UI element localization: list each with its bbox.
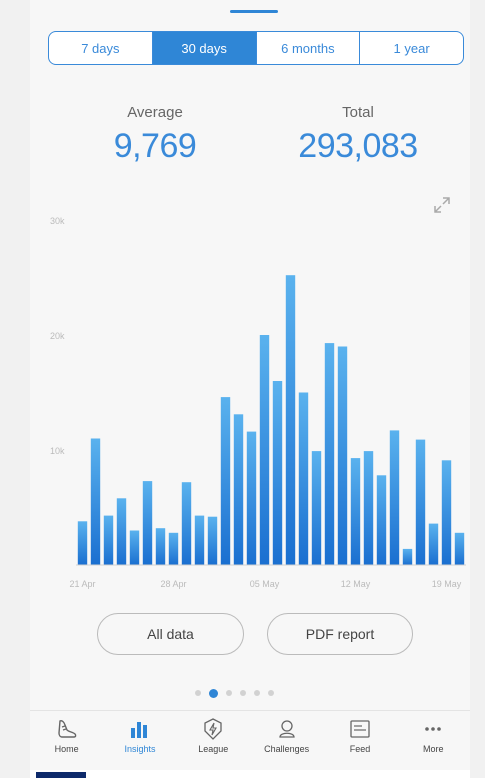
- chart-bar: [337, 346, 348, 565]
- chart-bar: [168, 532, 179, 565]
- all-data-button[interactable]: All data: [97, 613, 244, 655]
- chart-bar: [233, 414, 244, 565]
- chart-bar: [428, 523, 439, 565]
- chart-bar: [363, 451, 374, 565]
- chart-bar: [402, 548, 413, 565]
- chart-bar: [194, 515, 205, 565]
- tab-6-months[interactable]: 6 months: [257, 32, 361, 64]
- page-indicator: [195, 688, 274, 698]
- x-tick-label: 19 May: [432, 579, 462, 589]
- chart-bar: [298, 392, 309, 565]
- chart-bar: [324, 343, 335, 565]
- chart-bar: [103, 515, 114, 565]
- nav-league[interactable]: League: [178, 711, 248, 754]
- page-dot[interactable]: [268, 690, 274, 696]
- chart-bar: [389, 430, 400, 565]
- tab-7-days[interactable]: 7 days: [49, 32, 153, 64]
- steps-chart: 30k 20k 10k 21 Apr 28 Apr 05 May 12 May 19 May: [48, 205, 468, 600]
- average-value: 9,769: [113, 127, 197, 165]
- app-screen: 7 days 30 days 6 months 1 year Average 9…: [30, 0, 470, 778]
- chart-bar: [272, 381, 283, 565]
- page-dot[interactable]: [209, 688, 218, 698]
- y-tick-label: 10k: [50, 446, 65, 456]
- chart-bar: [311, 451, 322, 565]
- feed-icon: [350, 720, 370, 738]
- x-tick-label: 21 Apr: [69, 579, 95, 589]
- chart-bar: [415, 439, 426, 565]
- total-stat: Total 293,083: [278, 104, 438, 166]
- bar-chart-icon: [130, 722, 147, 738]
- nav-challenges-label: Challenges: [264, 744, 310, 754]
- tab-30-days[interactable]: 30 days: [152, 32, 257, 64]
- nav-more[interactable]: More: [398, 711, 468, 754]
- shoe-icon: [57, 720, 77, 738]
- average-stat: Average 9,769: [75, 104, 235, 166]
- chart-bar: [181, 482, 192, 565]
- chart-bar: [116, 498, 127, 565]
- y-tick-label: 30k: [50, 216, 65, 226]
- trophy-icon: [278, 720, 295, 738]
- x-tick-label: 12 May: [341, 579, 371, 589]
- page-dot[interactable]: [240, 690, 246, 696]
- nav-more-label: More: [423, 744, 444, 754]
- chart-bar: [350, 458, 361, 565]
- nav-home-label: Home: [54, 744, 79, 754]
- nav-home[interactable]: Home: [32, 711, 102, 754]
- nav-insights[interactable]: Insights: [105, 711, 175, 754]
- chart-bar: [129, 530, 140, 565]
- logo: [36, 772, 86, 778]
- bottom-nav: Home Insights League Challenges: [30, 710, 470, 771]
- scroll-indicator: [230, 10, 278, 13]
- nav-feed[interactable]: Feed: [325, 711, 395, 754]
- chart-bar: [90, 438, 101, 565]
- bar-chart: 30k 20k 10k 21 Apr 28 Apr 05 May 12 May 19 May: [50, 216, 466, 589]
- chart-bar: [441, 460, 452, 565]
- total-label: Total: [342, 104, 374, 121]
- page-dot[interactable]: [226, 690, 232, 696]
- tab-1-year[interactable]: 1 year: [393, 40, 430, 56]
- chart-bar: [207, 516, 218, 565]
- more-icon: [425, 727, 442, 731]
- chart-bar: [259, 335, 270, 565]
- nav-challenges[interactable]: Challenges: [252, 711, 322, 754]
- pdf-report-button[interactable]: PDF report: [267, 613, 413, 655]
- chart-bar: [220, 397, 231, 565]
- lightning-badge-icon: [204, 718, 222, 740]
- chart-bar: [454, 532, 465, 565]
- page-dot[interactable]: [195, 690, 201, 696]
- chart-bar: [285, 275, 296, 565]
- y-tick-label: 20k: [50, 331, 65, 341]
- x-tick-label: 28 Apr: [160, 579, 186, 589]
- page-dot[interactable]: [254, 690, 260, 696]
- chart-bar: [376, 475, 387, 565]
- chart-bar: [246, 431, 257, 565]
- nav-league-label: League: [198, 744, 229, 754]
- period-tabs: 7 days 30 days 6 months 1 year: [48, 31, 464, 65]
- total-value: 293,083: [298, 127, 418, 165]
- average-label: Average: [127, 104, 183, 121]
- x-tick-label: 05 May: [250, 579, 280, 589]
- chart-bar: [77, 521, 88, 565]
- page-below: [30, 770, 470, 778]
- expand-icon[interactable]: [432, 195, 452, 215]
- chart-bar: [142, 481, 153, 565]
- nav-insights-label: Insights: [124, 744, 156, 754]
- chart-bar: [155, 528, 166, 565]
- nav-feed-label: Feed: [349, 744, 371, 754]
